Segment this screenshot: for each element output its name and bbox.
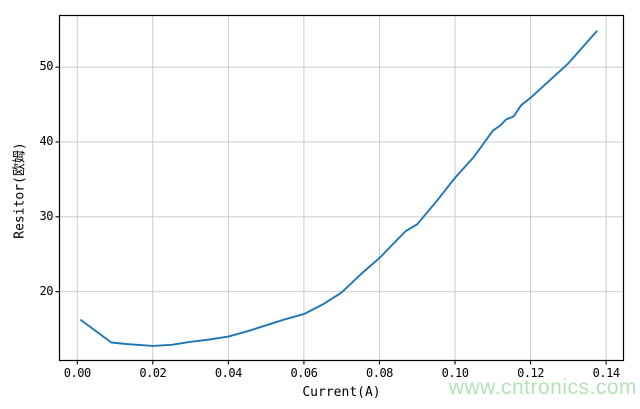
x-tick-label: 0.06 <box>290 366 318 380</box>
y-tick-label: 40 <box>39 133 54 148</box>
x-tick-label: 0.00 <box>63 366 91 380</box>
x-tick-label: 0.10 <box>441 366 469 380</box>
x-tick-label: 0.14 <box>592 366 620 380</box>
x-tick-label: 0.08 <box>366 366 393 380</box>
x-tick-label: 0.04 <box>214 366 242 380</box>
y-tick-label: 50 <box>39 59 54 74</box>
watermark-text: www.cntronics.com <box>448 376 637 399</box>
x-axis-title: Current(A) <box>302 385 381 400</box>
x-tick-label: 0.02 <box>139 366 167 380</box>
data-line-resistance-vs-current <box>80 30 598 347</box>
y-axis-title: Resitor(欧姆) <box>12 142 28 239</box>
y-tick-label: 30 <box>39 208 54 223</box>
x-tick-label: 0.12 <box>517 366 545 380</box>
axes-spines <box>58 14 625 362</box>
y-tick-label: 20 <box>39 283 54 298</box>
